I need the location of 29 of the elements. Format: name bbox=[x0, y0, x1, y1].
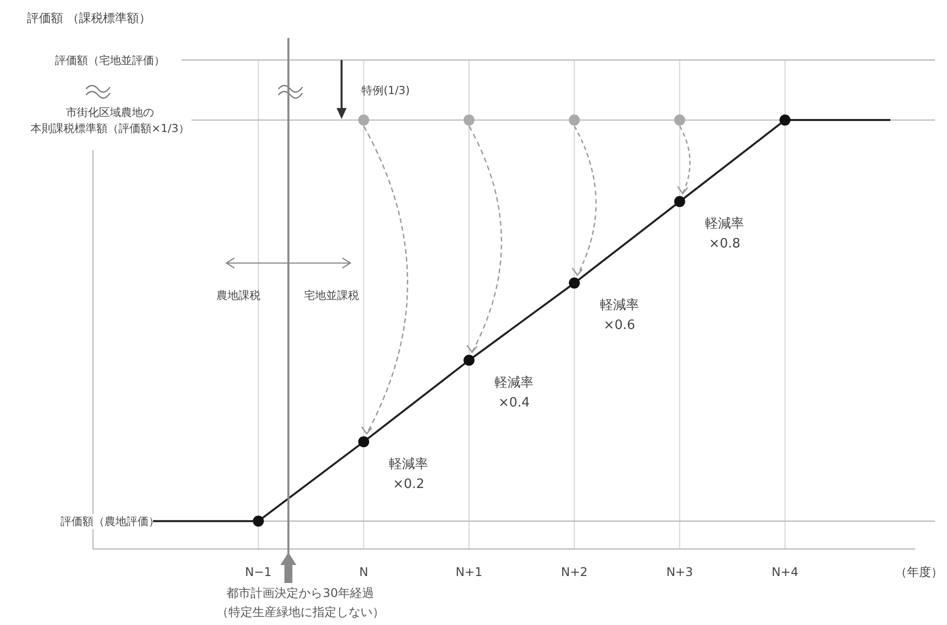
point bbox=[674, 196, 686, 208]
text: 特例(1/3) bbox=[362, 84, 410, 97]
ref-line-label: 市街化区域農地の本則課税標準額（評価額×1/3） bbox=[30, 106, 190, 136]
point bbox=[674, 114, 686, 126]
annotation: 宅地並課税 bbox=[304, 289, 359, 302]
annotation: 農地課税 bbox=[216, 289, 260, 302]
text: 都市計画決定から30年経過（特定生産緑地に指定しない） bbox=[216, 586, 384, 619]
point bbox=[464, 114, 475, 126]
x-tick-label: N+1 bbox=[456, 565, 482, 579]
annotation: 軽減率 ×0.6 bbox=[600, 297, 639, 334]
point bbox=[780, 114, 791, 126]
x-tick-label: N bbox=[359, 565, 368, 579]
point bbox=[252, 516, 264, 527]
point bbox=[358, 436, 370, 448]
point bbox=[358, 114, 370, 126]
x-axis-title: （年度） bbox=[895, 565, 943, 579]
x-tick-label: N−1 bbox=[245, 565, 272, 579]
annotation: 軽減率 ×0.8 bbox=[705, 216, 744, 252]
x-tick-label: N+2 bbox=[561, 565, 588, 579]
ref-line-label: 評価額（宅地並評価） bbox=[55, 54, 165, 67]
x-tick-label: N+3 bbox=[666, 565, 694, 579]
x-tick-label: N+4 bbox=[772, 565, 798, 579]
annotation: 軽減率 ×0.2 bbox=[389, 456, 428, 492]
point bbox=[568, 278, 580, 289]
ref-line-label: 評価額（農地評価） bbox=[60, 515, 160, 528]
text: 評価額 （課税標準額） bbox=[27, 11, 151, 25]
point bbox=[464, 354, 475, 366]
point bbox=[568, 114, 580, 126]
annotation: 軽減率 ×0.4 bbox=[494, 374, 534, 410]
